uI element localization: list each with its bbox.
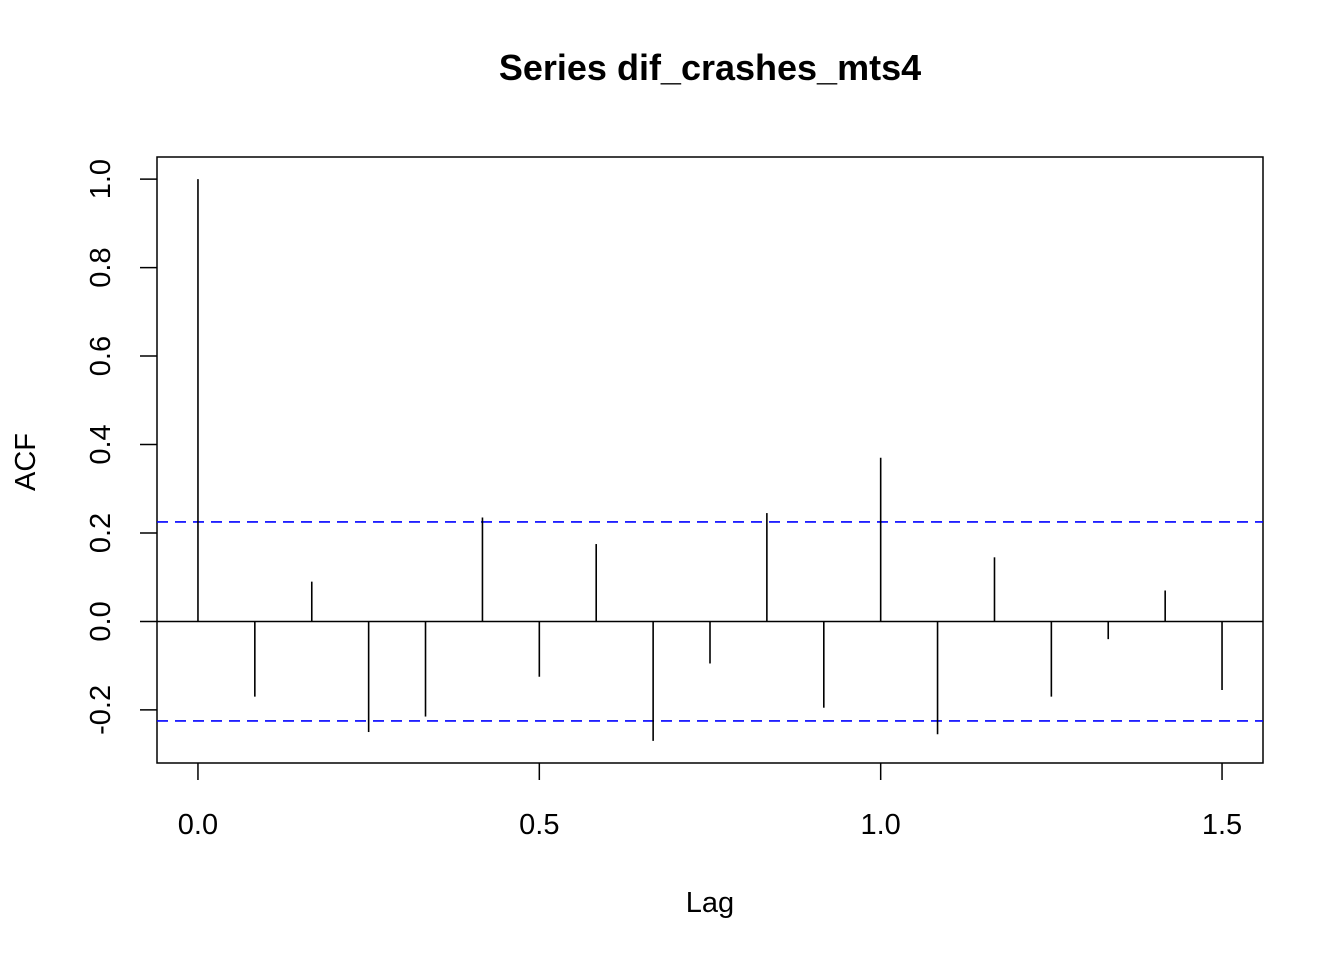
y-tick-label: 0.0 [85,601,117,641]
y-tick-label: 0.6 [85,336,117,376]
y-tick-label: 0.8 [85,247,117,287]
x-tick-label: 1.0 [861,809,901,841]
x-tick-label: 1.5 [1202,809,1242,841]
chart-title: Series dif_crashes_mts4 [499,47,921,88]
x-axis-label: Lag [686,887,734,919]
x-tick-label: 0.5 [519,809,559,841]
x-tick-label: 0.0 [178,809,218,841]
y-tick-label: 1.0 [85,159,117,199]
plot-frame [156,156,1264,764]
y-tick-label: 0.2 [85,513,117,553]
chart-marks: 0.0 0.5 1.0 1.5 -0.2 0.0 0.2 0.4 0.6 0.8 1.0 [85,156,1264,841]
y-tick-label: 0.4 [85,424,117,464]
y-tick-label: -0.2 [85,685,117,735]
y-axis-label: ACF [10,433,42,491]
